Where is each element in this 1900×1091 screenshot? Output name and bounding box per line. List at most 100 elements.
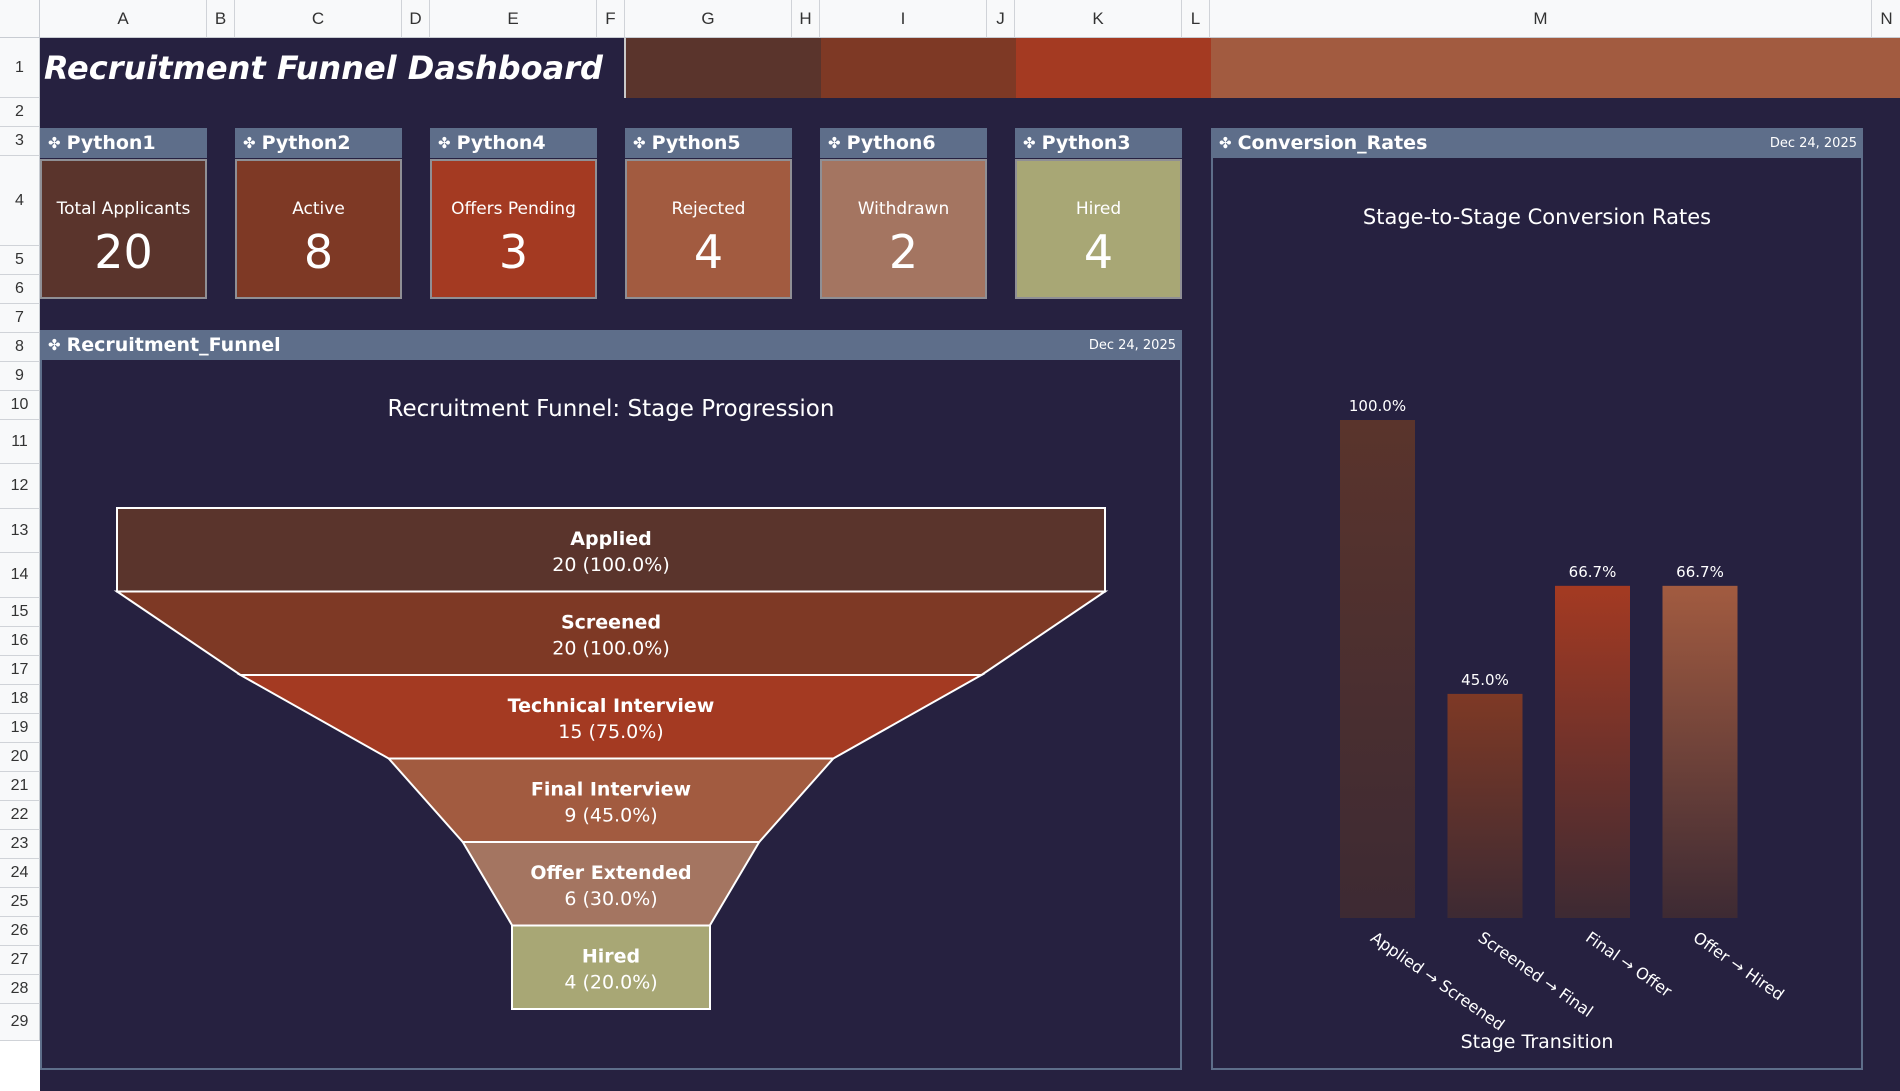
kpi-card-1[interactable]: Total Applicants 20 xyxy=(40,159,207,299)
column-header-b[interactable]: B xyxy=(207,0,235,38)
conversion-data-label: 100.0% xyxy=(1349,397,1406,415)
row-header-2[interactable]: 2 xyxy=(0,98,40,127)
kpi-card-3[interactable]: Offers Pending 3 xyxy=(430,159,597,299)
conversion-panel-name: Conversion_Rates xyxy=(1237,132,1428,154)
kpi-header-label: Python4 xyxy=(456,132,546,154)
dashboard-title[interactable]: Recruitment Funnel Dashboard xyxy=(40,38,626,98)
column-header-c[interactable]: C xyxy=(235,0,402,38)
funnel-panel[interactable]: Recruitment Funnel: Stage Progression App… xyxy=(40,360,1182,1070)
conversion-panel[interactable]: Stage-to-Stage Conversion Rates 100.0% App… xyxy=(1211,158,1863,1070)
kpi-value: 3 xyxy=(498,225,529,279)
python-icon: ✤ xyxy=(48,134,61,152)
funnel-stage-label: Technical Interview xyxy=(508,695,715,717)
conversion-data-label: 45.0% xyxy=(1461,671,1509,689)
funnel-stage-value: 9 (45.0%) xyxy=(564,805,657,827)
row-header-12[interactable]: 12 xyxy=(0,464,40,509)
kpi-header-label: Python6 xyxy=(846,132,936,154)
row-header-1[interactable]: 1 xyxy=(0,38,40,98)
column-header-g[interactable]: G xyxy=(625,0,792,38)
kpi-header-label: Python5 xyxy=(651,132,741,154)
kpi-header-5[interactable]: ✤ Python6 xyxy=(820,128,987,158)
row-header-27[interactable]: 27 xyxy=(0,946,40,975)
row-header-6[interactable]: 6 xyxy=(0,275,40,304)
kpi-header-3[interactable]: ✤ Python4 xyxy=(430,128,597,158)
conversion-tick-label: Final → Offer xyxy=(1582,928,1676,1001)
row-header-3[interactable]: 3 xyxy=(0,127,40,156)
row-header-9[interactable]: 9 xyxy=(0,362,40,391)
row-header-25[interactable]: 25 xyxy=(0,888,40,917)
row-header-23[interactable]: 23 xyxy=(0,830,40,859)
column-header-a[interactable]: A xyxy=(40,0,207,38)
select-all-corner[interactable] xyxy=(0,0,40,38)
sheet-grid[interactable]: Recruitment Funnel Dashboard ✤ Python1 Tot… xyxy=(40,38,1900,1091)
header-band-2 xyxy=(821,38,1016,98)
kpi-label: Offers Pending xyxy=(451,199,576,219)
kpi-header-6[interactable]: ✤ Python3 xyxy=(1015,128,1182,158)
funnel-panel-header[interactable]: ✤ Recruitment_Funnel Dec 24, 2025 xyxy=(40,330,1182,360)
row-header-8[interactable]: 8 xyxy=(0,333,40,362)
row-header-10[interactable]: 10 xyxy=(0,391,40,420)
row-header-4[interactable]: 4 xyxy=(0,156,40,246)
row-header-5[interactable]: 5 xyxy=(0,246,40,275)
row-header-11[interactable]: 11 xyxy=(0,420,40,464)
kpi-card-6[interactable]: Hired 4 xyxy=(1015,159,1182,299)
conversion-title: Stage-to-Stage Conversion Rates xyxy=(1363,205,1711,229)
row-header-16[interactable]: 16 xyxy=(0,627,40,656)
conversion-bar xyxy=(1662,585,1738,918)
funnel-panel-date: Dec 24, 2025 xyxy=(1088,337,1176,353)
kpi-value: 8 xyxy=(303,225,334,279)
row-header-29[interactable]: 29 xyxy=(0,1004,40,1041)
funnel-stage-label: Offer Extended xyxy=(530,862,691,884)
row-header-19[interactable]: 19 xyxy=(0,714,40,743)
kpi-card-4[interactable]: Rejected 4 xyxy=(625,159,792,299)
column-header-k[interactable]: K xyxy=(1015,0,1182,38)
row-header-24[interactable]: 24 xyxy=(0,859,40,888)
funnel-stage-label: Final Interview xyxy=(531,779,691,801)
kpi-label: Active xyxy=(292,199,345,219)
kpi-header-4[interactable]: ✤ Python5 xyxy=(625,128,792,158)
kpi-header-2[interactable]: ✤ Python2 xyxy=(235,128,402,158)
python-icon: ✤ xyxy=(243,134,256,152)
kpi-card-5[interactable]: Withdrawn 2 xyxy=(820,159,987,299)
kpi-label: Withdrawn xyxy=(857,199,950,219)
row-header-7[interactable]: 7 xyxy=(0,304,40,333)
python-icon: ✤ xyxy=(828,134,841,152)
column-header-i[interactable]: I xyxy=(820,0,987,38)
conversion-x-axis-label: Stage Transition xyxy=(1461,1031,1614,1053)
row-header-15[interactable]: 15 xyxy=(0,598,40,627)
row-header-18[interactable]: 18 xyxy=(0,685,40,714)
row-header-20[interactable]: 20 xyxy=(0,743,40,772)
row-header-14[interactable]: 14 xyxy=(0,553,40,598)
kpi-header-1[interactable]: ✤ Python1 xyxy=(40,128,207,158)
funnel-stage-value: 4 (20.0%) xyxy=(564,972,657,994)
funnel-panel-name: Recruitment_Funnel xyxy=(66,334,281,356)
header-band-3 xyxy=(1016,38,1211,98)
conversion-bar-chart: Stage-to-Stage Conversion Rates100.0%App… xyxy=(1340,205,1788,1053)
kpi-card-2[interactable]: Active 8 xyxy=(235,159,402,299)
row-header-28[interactable]: 28 xyxy=(0,975,40,1004)
funnel-stage-value: 15 (75.0%) xyxy=(558,721,663,743)
column-header-e[interactable]: E xyxy=(430,0,597,38)
column-header-h[interactable]: H xyxy=(792,0,820,38)
header-band-1 xyxy=(626,38,821,98)
conversion-bar xyxy=(1340,420,1415,918)
conversion-bar xyxy=(1447,693,1523,918)
row-header-22[interactable]: 22 xyxy=(0,801,40,830)
conversion-data-label: 66.7% xyxy=(1676,563,1724,581)
row-header-21[interactable]: 21 xyxy=(0,772,40,801)
python-icon: ✤ xyxy=(1023,134,1036,152)
column-header-d[interactable]: D xyxy=(402,0,430,38)
funnel-stage-value: 20 (100.0%) xyxy=(552,638,670,660)
column-header-m[interactable]: M xyxy=(1210,0,1872,38)
column-header-j[interactable]: J xyxy=(987,0,1015,38)
kpi-label: Hired xyxy=(1075,199,1122,219)
column-header-f[interactable]: F xyxy=(597,0,625,38)
column-header-n[interactable]: N xyxy=(1872,0,1900,38)
column-header-l[interactable]: L xyxy=(1182,0,1210,38)
conversion-panel-header[interactable]: ✤ Conversion_Rates Dec 24, 2025 xyxy=(1211,128,1863,158)
row-header-17[interactable]: 17 xyxy=(0,656,40,685)
funnel-stage-label: Applied xyxy=(570,528,651,550)
row-header-26[interactable]: 26 xyxy=(0,917,40,946)
funnel-title: Recruitment Funnel: Stage Progression xyxy=(388,396,835,422)
row-header-13[interactable]: 13 xyxy=(0,509,40,553)
